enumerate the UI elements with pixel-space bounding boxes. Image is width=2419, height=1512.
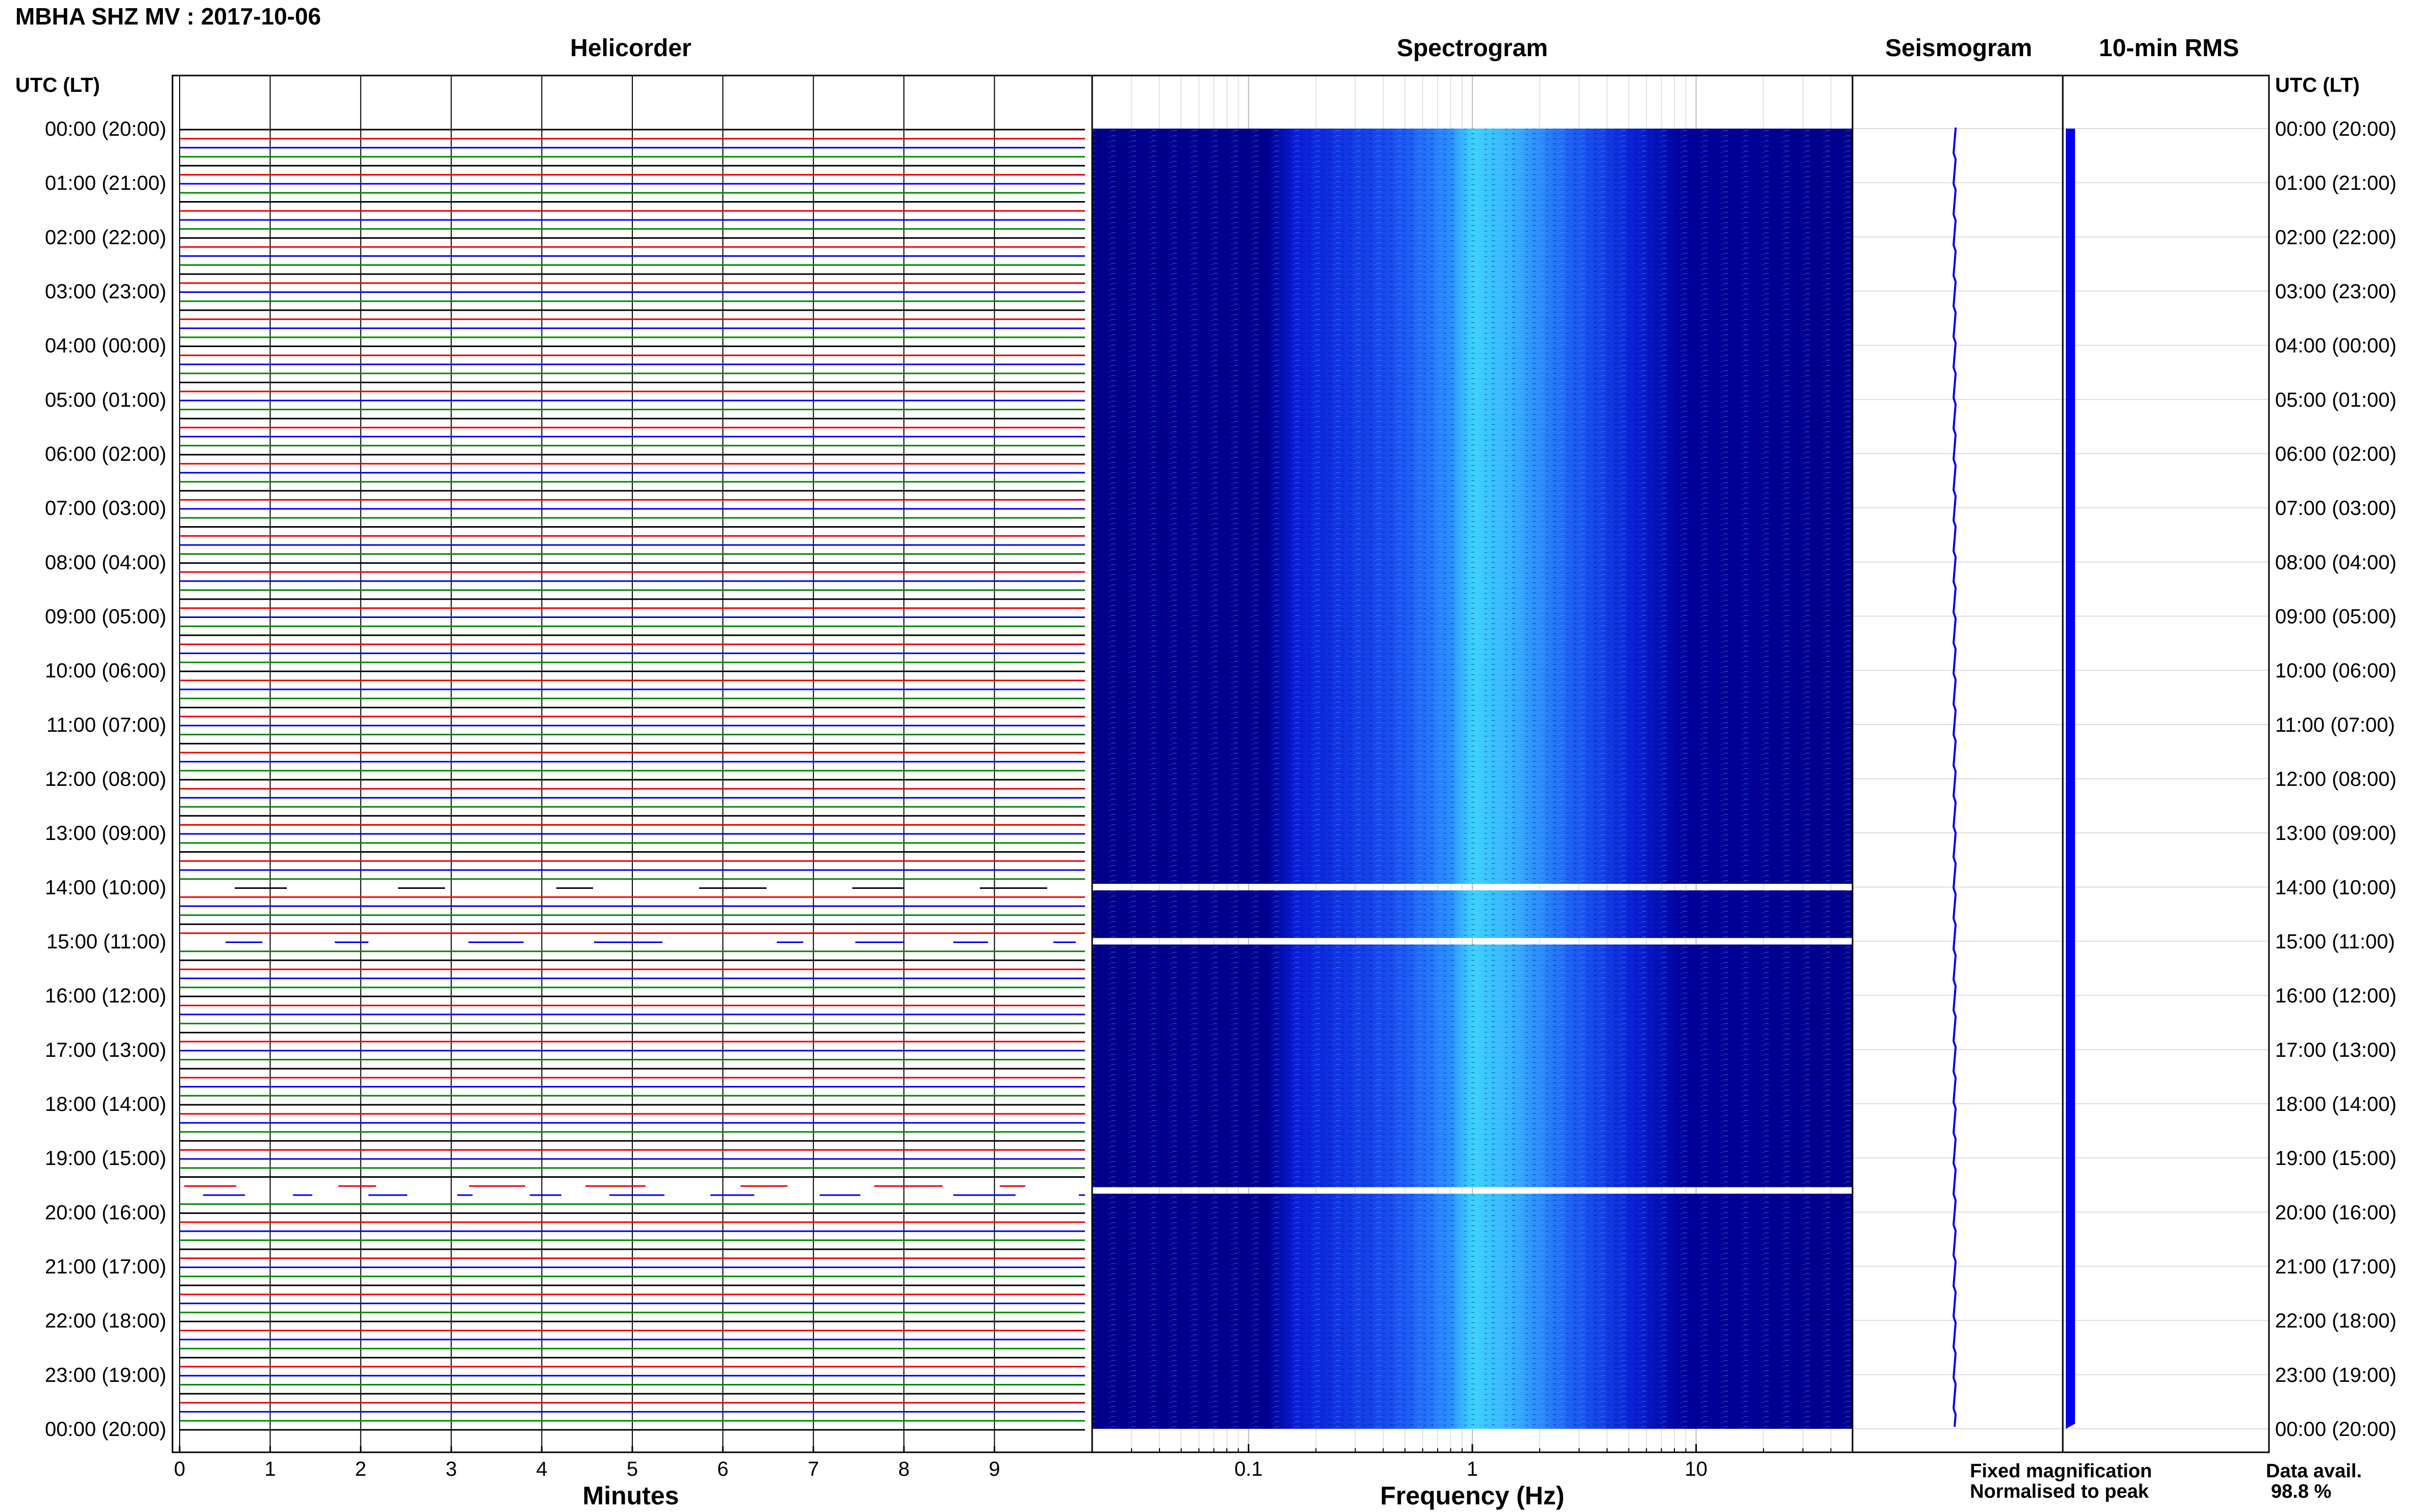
helicorder-x-tick-label: 6 xyxy=(717,1458,728,1480)
time-tick-label: 22:00 (18:00) xyxy=(45,1310,166,1332)
time-tick-label: 05:00 (01:00) xyxy=(2275,389,2397,411)
time-tick-label: 01:00 (21:00) xyxy=(2275,172,2397,194)
time-tick-label: 14:00 (10:00) xyxy=(45,876,166,899)
rms-frame xyxy=(2062,75,2270,1453)
time-tick-label: 07:00 (03:00) xyxy=(2275,497,2397,519)
spectrogram-x-tick-label: 0.1 xyxy=(1235,1458,1263,1480)
helicorder-x-tick-label: 4 xyxy=(536,1458,547,1480)
spectrogram-x-tick-label: 1 xyxy=(1467,1458,1478,1480)
time-tick-label: 08:00 (04:00) xyxy=(2275,551,2397,574)
time-tick-label: 14:00 (10:00) xyxy=(2275,876,2397,899)
time-tick-label: 03:00 (23:00) xyxy=(2275,281,2397,303)
utc-label-left: UTC (LT) xyxy=(15,74,100,96)
spectrogram-xlabel: Frequency (Hz) xyxy=(1380,1481,1564,1510)
time-tick-label: 13:00 (09:00) xyxy=(45,822,166,845)
time-axis-right: 00:00 (20:00) 01:00 (21:00) 02:00 (22:00) 0… xyxy=(2275,118,2397,1441)
seismogram-trace xyxy=(1952,128,1957,1427)
helicorder-x-tick-label: 8 xyxy=(898,1458,909,1480)
time-tick-label: 08:00 (04:00) xyxy=(45,551,166,574)
time-tick-label: 06:00 (02:00) xyxy=(45,443,166,465)
time-tick-label: 15:00 (11:00) xyxy=(46,931,166,953)
rms-title: 10-min RMS xyxy=(2099,35,2239,62)
seismogram-grid xyxy=(1853,128,2063,1429)
time-tick-label: 12:00 (08:00) xyxy=(45,768,166,790)
time-tick-label: 20:00 (16:00) xyxy=(2275,1201,2397,1224)
rms-trace xyxy=(2066,129,2075,1429)
rms-band xyxy=(2066,129,2075,1429)
helicorder-x-tick-label: 3 xyxy=(446,1458,457,1480)
spectrogram-texture xyxy=(1092,1194,1853,1429)
time-tick-label: 23:00 (19:00) xyxy=(2275,1364,2397,1386)
time-tick-label: 04:00 (00:00) xyxy=(45,335,166,357)
time-tick-label: 02:00 (22:00) xyxy=(45,226,166,249)
time-tick-label: 23:00 (19:00) xyxy=(45,1364,166,1386)
seismogram-plot-area xyxy=(1853,76,2063,1452)
time-tick-label: 03:00 (23:00) xyxy=(45,281,166,303)
helicorder-traces xyxy=(180,129,1085,1431)
time-tick-label: 12:00 (08:00) xyxy=(2275,768,2397,790)
utc-label-right: UTC (LT) xyxy=(2275,74,2360,96)
time-tick-label: 15:00 (11:00) xyxy=(2275,931,2395,953)
time-tick-label: 16:00 (12:00) xyxy=(45,985,166,1007)
time-tick-label: 00:00 (20:00) xyxy=(45,1418,166,1441)
time-tick-label: 00:00 (20:00) xyxy=(2275,118,2397,140)
time-tick-label: 01:00 (21:00) xyxy=(45,172,166,194)
time-tick-label: 00:00 (20:00) xyxy=(45,118,166,140)
helicorder-x-tick-label: 2 xyxy=(355,1458,366,1480)
time-tick-label: 02:00 (22:00) xyxy=(2275,226,2397,249)
helicorder-title: Helicorder xyxy=(570,35,691,62)
time-tick-label: 10:00 (06:00) xyxy=(2275,660,2397,682)
time-tick-label: 19:00 (15:00) xyxy=(45,1147,166,1170)
time-axis-left: 00:00 (20:00) 01:00 (21:00) 02:00 (22:00) 0… xyxy=(45,118,166,1441)
time-tick-label: 21:00 (17:00) xyxy=(45,1256,166,1278)
time-tick-label: 09:00 (05:00) xyxy=(2275,606,2397,628)
time-tick-label: 00:00 (20:00) xyxy=(2275,1418,2397,1441)
data-availability-label: Data avail. xyxy=(2266,1460,2362,1482)
time-tick-label: 11:00 (07:00) xyxy=(46,714,166,736)
station-title: MBHA SHZ MV : 2017-10-06 xyxy=(15,3,321,30)
time-tick-label: 18:00 (14:00) xyxy=(45,1093,166,1116)
legend-normalised-to-peak: Normalised to peak xyxy=(1970,1481,2149,1502)
helicorder-x-tick-label: 1 xyxy=(264,1458,276,1480)
time-tick-label: 17:00 (13:00) xyxy=(2275,1039,2397,1061)
time-tick-label: 06:00 (02:00) xyxy=(2275,443,2397,465)
seismogram-title: Seismogram xyxy=(1885,35,2032,62)
data-availability-value: 98.8 % xyxy=(2271,1481,2331,1502)
time-tick-label: 04:00 (00:00) xyxy=(2275,335,2397,357)
time-tick-label: 21:00 (17:00) xyxy=(2275,1256,2397,1278)
time-tick-label: 17:00 (13:00) xyxy=(45,1039,166,1061)
time-tick-label: 18:00 (14:00) xyxy=(2275,1093,2397,1116)
spectrogram-texture xyxy=(1092,890,1853,938)
time-tick-label: 11:00 (07:00) xyxy=(2275,714,2395,736)
time-tick-label: 20:00 (16:00) xyxy=(45,1201,166,1224)
helicorder-x-tick-label: 0 xyxy=(174,1458,185,1480)
spectrogram-x-tick-label: 10 xyxy=(1685,1458,1708,1480)
time-tick-label: 10:00 (06:00) xyxy=(45,660,166,682)
time-tick-label: 22:00 (18:00) xyxy=(2275,1310,2397,1332)
helicorder-x-tick-label: 5 xyxy=(627,1458,638,1480)
time-tick-label: 19:00 (15:00) xyxy=(2275,1147,2397,1170)
time-tick-label: 05:00 (01:00) xyxy=(45,389,166,411)
rms-plot-area xyxy=(2063,76,2269,1452)
spectrogram-texture xyxy=(1092,129,1853,884)
spectrogram-heatmap xyxy=(1092,129,1853,1429)
seismogram-line xyxy=(1952,128,1957,1427)
legend-fixed-magnification: Fixed magnification xyxy=(1970,1460,2152,1482)
spectrogram-texture xyxy=(1092,944,1853,1187)
time-tick-label: 16:00 (12:00) xyxy=(2275,985,2397,1007)
helicorder-xlabel: Minutes xyxy=(583,1481,679,1510)
helicorder-x-tick-label: 7 xyxy=(808,1458,819,1480)
helicorder-x-tick-label: 9 xyxy=(989,1458,1000,1480)
time-tick-label: 13:00 (09:00) xyxy=(2275,822,2397,845)
time-tick-label: 09:00 (05:00) xyxy=(45,606,166,628)
spectrogram-title: Spectrogram xyxy=(1397,35,1548,62)
time-tick-label: 07:00 (03:00) xyxy=(45,497,166,519)
rms-grid xyxy=(2063,128,2269,1429)
helicorder-x-ticks: 0 1 2 3 4 5 6 7 8 9 xyxy=(174,1446,1000,1480)
